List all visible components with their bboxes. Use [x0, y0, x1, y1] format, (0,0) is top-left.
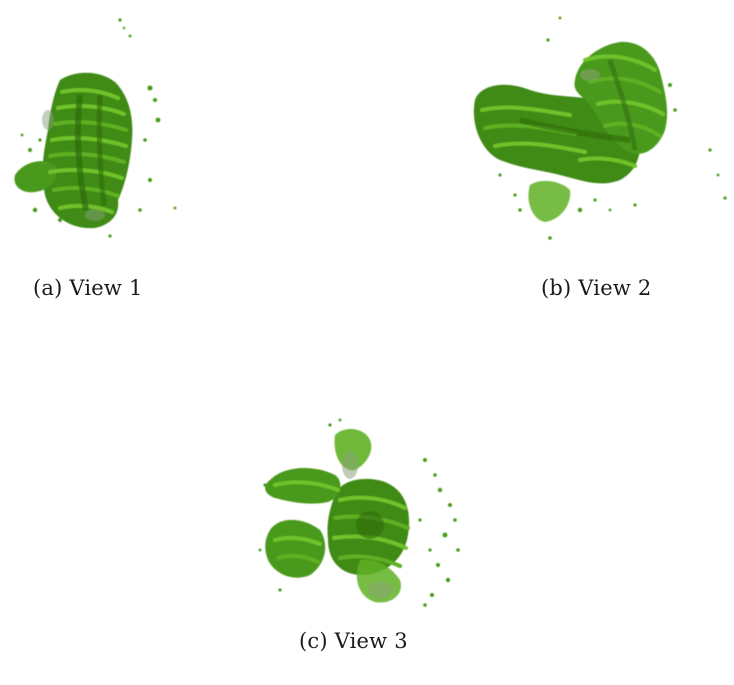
subfigure-view-1 [0, 0, 200, 250]
caption-view-3: (c) View 3 [299, 629, 408, 653]
density-render-view-2 [473, 16, 727, 240]
density-render-view-1 [14, 18, 177, 238]
subfigure-view-3 [240, 410, 480, 620]
caption-view-1: (a) View 1 [33, 276, 143, 300]
density-render-view-3 [258, 418, 460, 607]
subfigure-view-2 [460, 0, 734, 250]
caption-view-2: (b) View 2 [541, 276, 652, 300]
